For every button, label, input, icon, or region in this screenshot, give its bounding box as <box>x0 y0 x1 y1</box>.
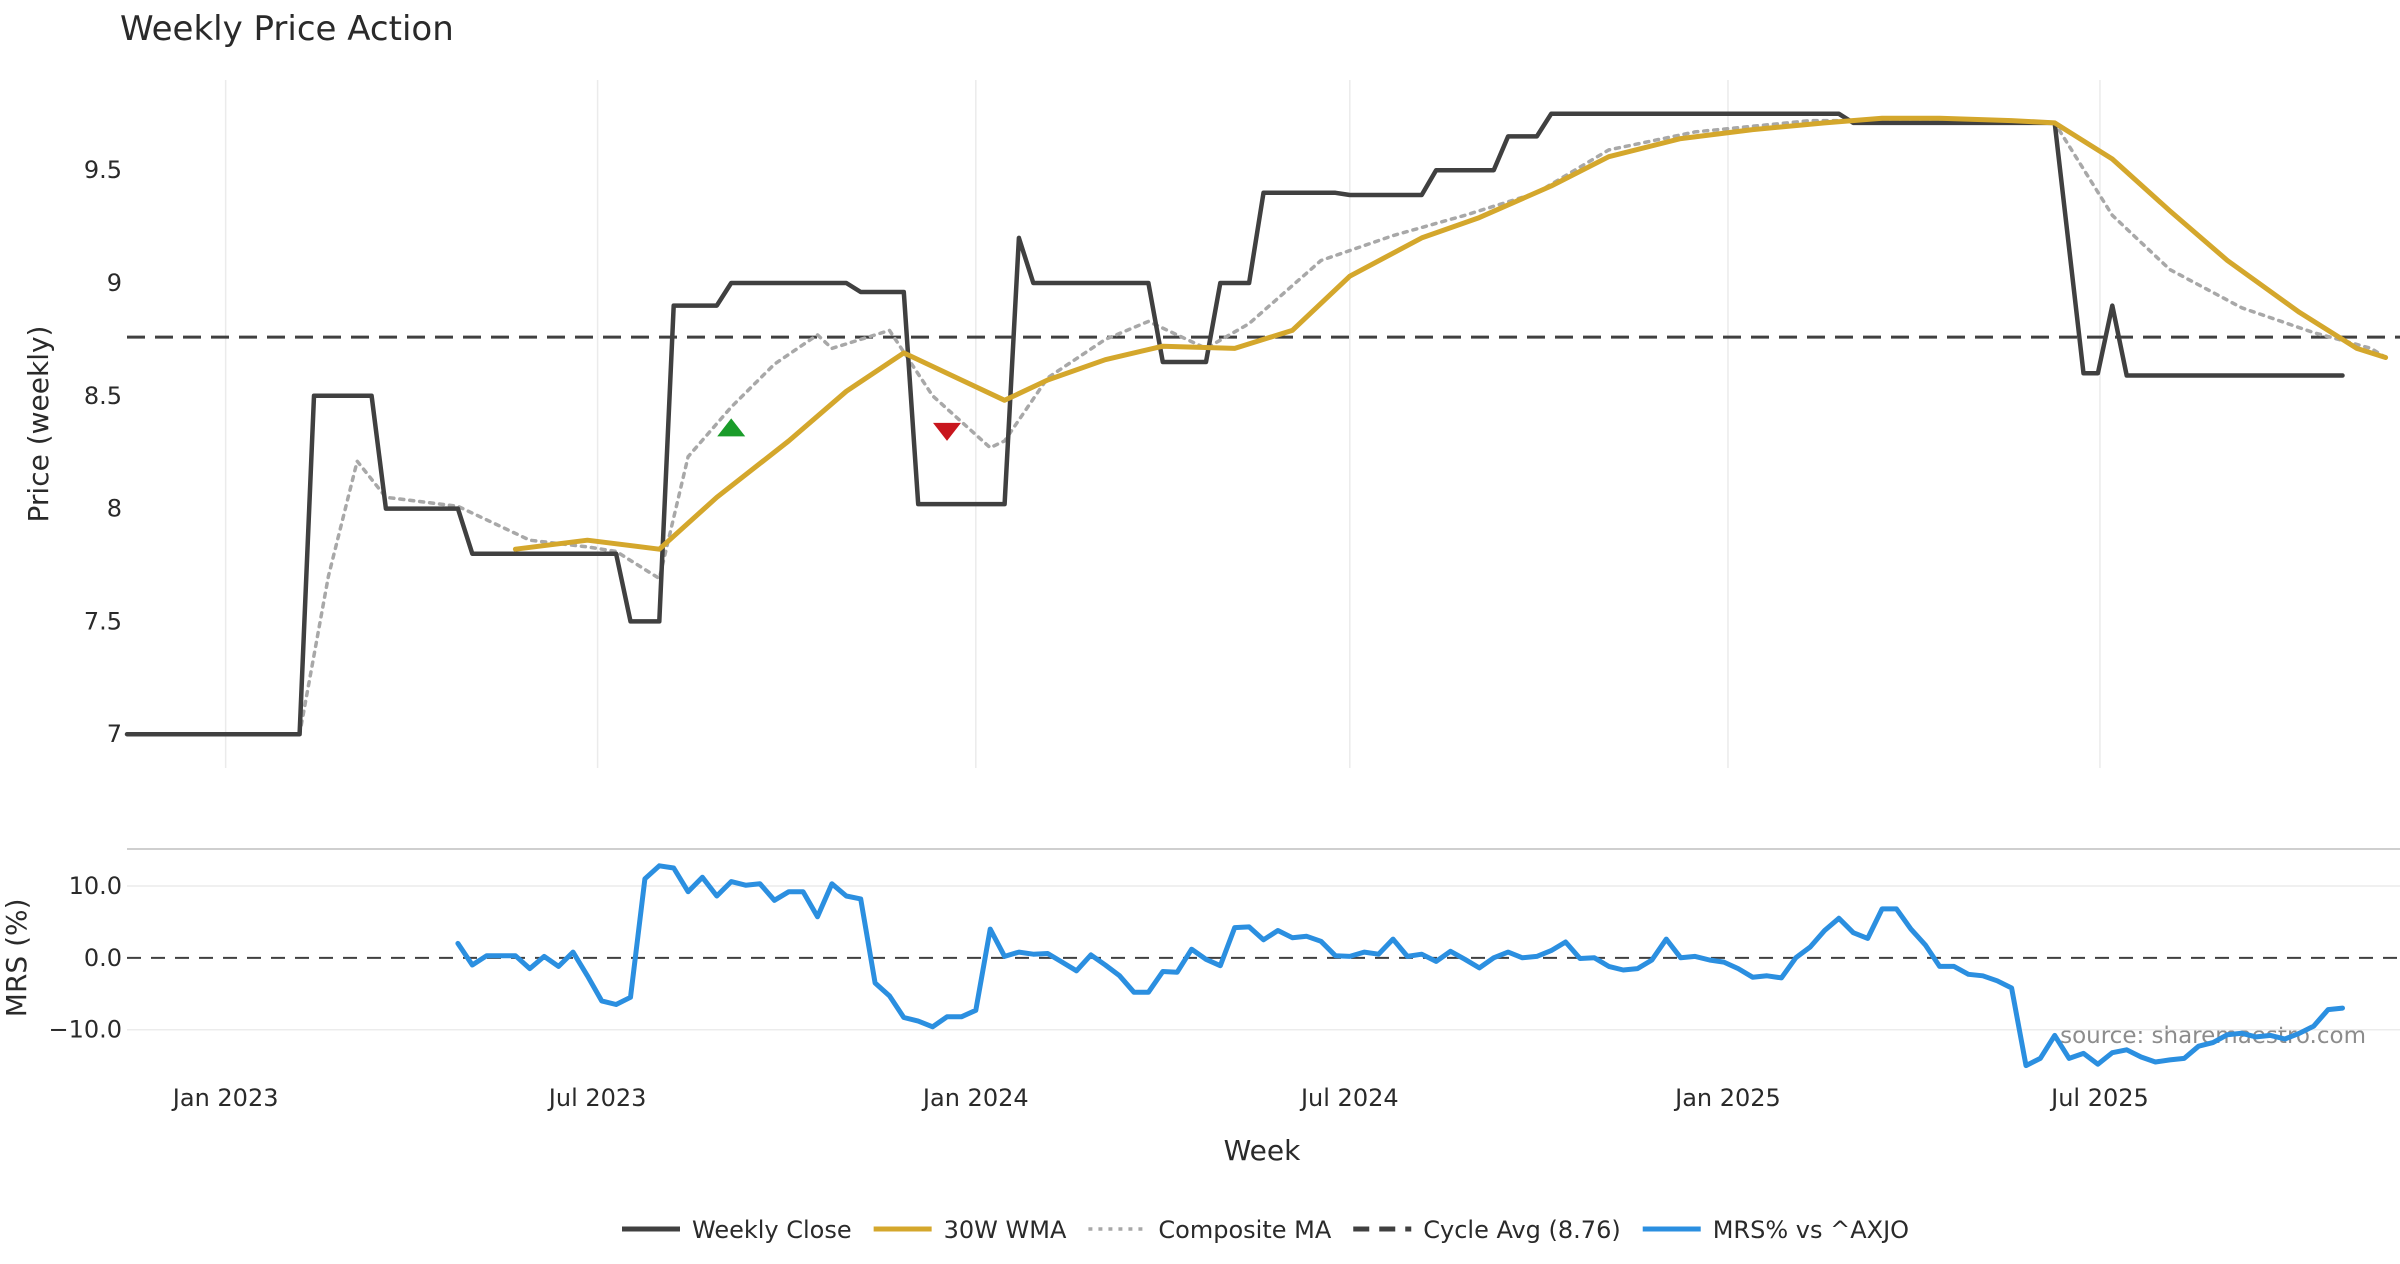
mrs-y-tick-label: 0.0 <box>84 944 122 972</box>
price-y-tick-label: 7.5 <box>84 607 122 635</box>
x-tick-label: Jan 2025 <box>1673 1084 1781 1112</box>
legend: Weekly Close 30W WMA Composite MA Cycle Avg… <box>622 1216 1909 1244</box>
x-tick-label: Jan 2024 <box>921 1084 1029 1112</box>
x-tick-label: Jan 2023 <box>171 1084 279 1112</box>
legend-label: Cycle Avg (8.76) <box>1423 1216 1620 1244</box>
mrs-y-axis-label: MRS (%) <box>0 898 33 1017</box>
legend-label: MRS% vs ^AXJO <box>1713 1216 1909 1244</box>
wma-30w-line <box>512 115 2389 552</box>
mrs-y-tick-label: −10.0 <box>48 1016 122 1044</box>
x-tick-label: Jul 2023 <box>547 1084 647 1112</box>
chart-title: Weekly Price Action <box>120 9 454 49</box>
x-tick-label: Jul 2024 <box>1299 1084 1399 1112</box>
composite-ma-line <box>197 118 2388 736</box>
sell-signal-marker <box>933 422 962 441</box>
x-tick-label: Jul 2025 <box>2049 1084 2149 1112</box>
chart-plot-layer: 7 7.5 8 8.5 9 9.5 10.0 0.0 −10.0 Jan 2023 Jul 2023… <box>48 80 2400 1112</box>
x-axis-label: Week <box>1224 1134 1301 1167</box>
price-y-tick-label: 9 <box>107 269 122 297</box>
legend-label: 30W WMA <box>944 1216 1067 1244</box>
legend-label: Composite MA <box>1158 1216 1331 1244</box>
buy-signal-marker <box>717 418 746 437</box>
price-y-axis-label: Price (weekly) <box>22 326 55 523</box>
price-y-tick-label: 9.5 <box>84 156 122 184</box>
price-y-tick-label: 7 <box>107 720 122 748</box>
mrs-line <box>455 863 2345 1069</box>
legend-label: Weekly Close <box>692 1216 852 1244</box>
weekly-close-line <box>124 111 2345 737</box>
price-y-tick-label: 8.5 <box>84 382 122 410</box>
price-y-tick-label: 8 <box>107 495 122 523</box>
mrs-y-tick-label: 10.0 <box>69 872 122 900</box>
